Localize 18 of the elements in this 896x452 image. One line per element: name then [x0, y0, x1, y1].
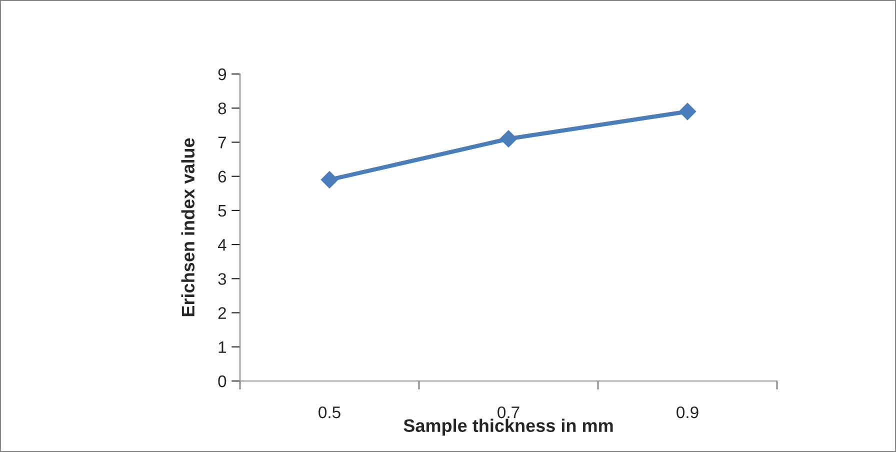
y-tick-label: 4 [218, 239, 226, 251]
point [500, 130, 518, 148]
y-tick-label: 7 [218, 136, 226, 148]
y-tick-label: 3 [218, 273, 226, 285]
y-tick-label: 9 [218, 68, 226, 80]
point [678, 102, 696, 120]
y-tick-label: 6 [218, 170, 226, 183]
y-tick-label: 8 [218, 102, 226, 114]
y-tick-label: 0 [218, 375, 226, 388]
y-tick-label: 5 [218, 205, 226, 217]
y-axis-title: Erichsen index value [181, 138, 195, 316]
x-tick-label: 0.9 [676, 406, 698, 418]
x-tick-label: 0.5 [318, 406, 340, 418]
x-tick-label: 0.7 [498, 406, 520, 418]
point [320, 171, 338, 188]
x-axis-title: Sample thickness in mm [404, 418, 613, 436]
y-tick-label: 2 [218, 307, 226, 319]
y-tick-label: 1 [218, 341, 226, 353]
